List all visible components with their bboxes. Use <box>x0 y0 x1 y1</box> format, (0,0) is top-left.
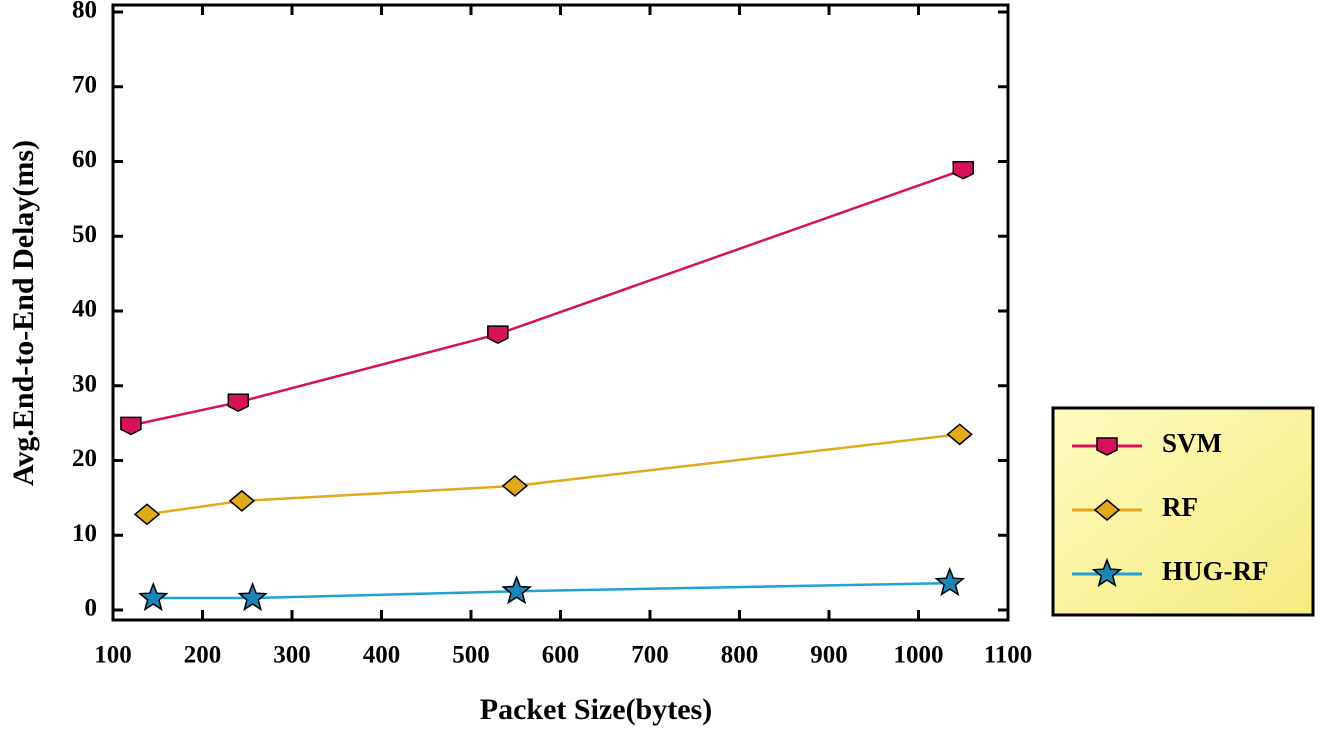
marker <box>501 474 529 497</box>
x-tick-label: 200 <box>184 642 222 669</box>
y-tick-label: 40 <box>72 296 97 323</box>
x-tick-label: 600 <box>542 642 580 669</box>
series-line <box>130 168 964 427</box>
marker <box>501 575 532 605</box>
marker <box>133 503 161 526</box>
y-tick-label: 10 <box>72 520 97 547</box>
series-line <box>146 433 960 516</box>
legend-marker <box>1091 557 1123 587</box>
x-tick-label: 400 <box>363 642 401 669</box>
y-tick-label: 80 <box>72 0 97 24</box>
marker <box>946 423 973 446</box>
x-tick-label: 700 <box>631 642 669 669</box>
x-tick-label: 500 <box>452 642 490 669</box>
marker <box>487 325 509 345</box>
x-tick-label: 300 <box>273 642 311 669</box>
x-tick-label: 1100 <box>984 642 1033 669</box>
marker <box>934 567 966 597</box>
y-tick-label: 60 <box>72 146 97 173</box>
marker <box>120 416 142 436</box>
x-tick-label: 800 <box>721 642 759 669</box>
y-tick-label: 20 <box>72 445 97 472</box>
marker <box>952 160 974 180</box>
x-tick-label: 900 <box>810 642 848 669</box>
y-tick-label: 50 <box>72 221 97 248</box>
x-axis-title: Packet Size(bytes) <box>480 693 712 726</box>
y-tick-label: 0 <box>85 595 98 622</box>
legend-marker <box>1096 437 1118 456</box>
marker <box>138 581 169 612</box>
marker <box>228 489 256 512</box>
x-tick-label: 100 <box>94 642 132 669</box>
y-tick-label: 30 <box>72 370 97 397</box>
legend-label: HUG-RF <box>1162 556 1268 586</box>
legend-label: SVM <box>1162 428 1222 458</box>
y-axis-title: Avg.End-to-End Delay(ms) <box>7 140 40 486</box>
marker <box>227 393 250 413</box>
y-tick-label: 70 <box>72 71 97 98</box>
legend-marker <box>1093 499 1121 521</box>
x-tick-label: 1000 <box>894 642 944 669</box>
legend-label: RF <box>1162 492 1198 522</box>
marker <box>237 581 268 612</box>
series-line <box>153 581 950 600</box>
